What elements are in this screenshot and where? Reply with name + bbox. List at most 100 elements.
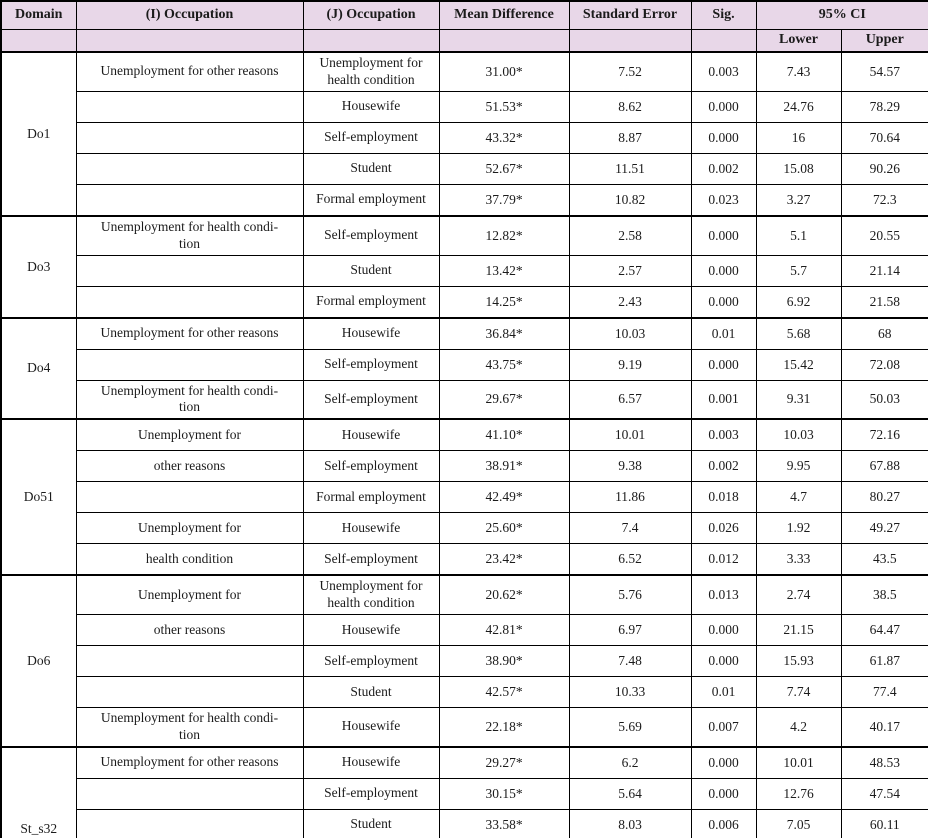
cell-sig: 0.007 <box>690 706 757 748</box>
cell-j-occupation: Housewife <box>302 418 440 452</box>
cell-ci-upper: 72.08 <box>840 348 928 381</box>
cell-mean-difference: 22.18* <box>438 706 570 748</box>
cell-j-occupation: Self-employment <box>302 777 440 810</box>
table-row: Unemployment for Housewife 25.60* 7.4 0.026 1… <box>1 512 928 545</box>
cell-i-occupation: Unemployment for <box>75 574 304 616</box>
cell-sig: 0.000 <box>690 121 757 154</box>
cell-mean-difference: 13.42* <box>438 254 570 287</box>
cell-ci-upper: 54.57 <box>840 50 928 92</box>
table-row: Unemployment for health condi- tion Self-… <box>1 379 928 420</box>
cell-i-occupation <box>75 777 304 810</box>
header-95-ci: 95% CI <box>755 0 928 30</box>
header-standard-error: Standard Error <box>568 0 692 30</box>
header-domain: Domain <box>0 0 77 30</box>
cell-standard-error: 8.87 <box>568 121 692 154</box>
cell-j-occupation: Student <box>302 808 440 838</box>
cell-j-occupation: Student <box>302 676 440 708</box>
cell-i-occupation: Unemployment for other reasons <box>75 745 304 779</box>
cell-i-occupation <box>75 676 304 708</box>
cell-ci-upper: 67.88 <box>840 450 928 483</box>
cell-sig: 0.01 <box>690 316 757 350</box>
table-row: Self-employment 38.90* 7.48 0.000 15.93 61.87 <box>1 645 928 677</box>
cell-sig: 0.000 <box>690 214 757 256</box>
header-spacer <box>75 28 304 53</box>
cell-ci-upper: 68 <box>840 316 928 350</box>
cell-mean-difference: 33.58* <box>438 808 570 838</box>
cell-i-occupation: Unemployment for <box>75 512 304 545</box>
table-row: Housewife 51.53* 8.62 0.000 24.76 78.29 <box>1 90 928 123</box>
cell-mean-difference: 20.62* <box>438 574 570 616</box>
cell-ci-lower: 3.33 <box>755 543 842 576</box>
cell-ci-lower: 10.01 <box>755 745 842 779</box>
cell-ci-upper: 77.4 <box>840 676 928 708</box>
cell-mean-difference: 14.25* <box>438 285 570 318</box>
cell-ci-upper: 43.5 <box>840 543 928 576</box>
cell-standard-error: 7.48 <box>568 645 692 677</box>
cell-standard-error: 2.58 <box>568 214 692 256</box>
cell-i-occupation: health condition <box>75 543 304 576</box>
cell-ci-lower: 3.27 <box>755 183 842 217</box>
cell-ci-upper: 90.26 <box>840 152 928 185</box>
cell-standard-error: 2.57 <box>568 254 692 287</box>
cell-i-occupation <box>75 285 304 318</box>
table-row: Formal employment 37.79* 10.82 0.023 3.27 72.… <box>1 183 928 217</box>
cell-ci-upper: 72.16 <box>840 418 928 452</box>
cell-standard-error: 6.97 <box>568 614 692 646</box>
header-i-occupation: (I) Occupation <box>75 0 304 30</box>
cell-domain: St_s32 <box>0 745 77 838</box>
cell-i-occupation <box>75 348 304 381</box>
cell-standard-error: 5.69 <box>568 706 692 748</box>
cell-ci-lower: 15.08 <box>755 152 842 185</box>
cell-j-occupation: Self-employment <box>302 214 440 256</box>
table-row: Do6 Unemployment for Unemployment for heal… <box>0 574 928 748</box>
cell-mean-difference: 52.67* <box>438 152 570 185</box>
cell-j-occupation: Student <box>302 152 440 185</box>
cell-j-occupation: Student <box>302 254 440 287</box>
table-row: Self-employment 43.75* 9.19 0.000 15.42 72.08 <box>1 348 928 381</box>
cell-sig: 0.000 <box>690 254 757 287</box>
cell-ci-upper: 47.54 <box>840 777 928 810</box>
cell-ci-upper: 80.27 <box>840 481 928 514</box>
table-row: other reasons Housewife 42.81* 6.97 0.000 21.… <box>1 614 928 646</box>
cell-domain: Do3 <box>0 214 77 318</box>
cell-domain: Do6 <box>0 574 77 748</box>
cell-ci-lower: 24.76 <box>755 90 842 123</box>
table-header: Domain (I) Occupation (J) Occupation Mean D… <box>0 0 928 53</box>
cell-sig: 0.001 <box>690 379 757 420</box>
cell-j-occupation: Self-employment <box>302 379 440 420</box>
cell-ci-lower: 2.74 <box>755 574 842 616</box>
cell-standard-error: 5.76 <box>568 574 692 616</box>
cell-ci-lower: 5.68 <box>755 316 842 350</box>
cell-standard-error: 6.2 <box>568 745 692 779</box>
cell-ci-lower: 5.1 <box>755 214 842 256</box>
cell-ci-lower: 4.7 <box>755 481 842 514</box>
cell-i-occupation: other reasons <box>75 450 304 483</box>
cell-ci-upper: 70.64 <box>840 121 928 154</box>
cell-standard-error: 11.86 <box>568 481 692 514</box>
cell-mean-difference: 42.57* <box>438 676 570 708</box>
cell-i-occupation <box>75 152 304 185</box>
cell-standard-error: 10.01 <box>568 418 692 452</box>
cell-j-occupation: Housewife <box>302 745 440 779</box>
cell-ci-upper: 40.17 <box>840 706 928 748</box>
cell-domain: Do4 <box>0 316 77 420</box>
cell-standard-error: 10.33 <box>568 676 692 708</box>
header-spacer <box>568 28 692 53</box>
cell-mean-difference: 29.27* <box>438 745 570 779</box>
cell-sig: 0.013 <box>690 574 757 616</box>
cell-sig: 0.003 <box>690 418 757 452</box>
table-row: Unemployment for health condi- tion House… <box>1 706 928 748</box>
cell-ci-lower: 7.05 <box>755 808 842 838</box>
cell-standard-error: 9.19 <box>568 348 692 381</box>
cell-standard-error: 6.52 <box>568 543 692 576</box>
cell-ci-upper: 48.53 <box>840 745 928 779</box>
cell-j-occupation: Self-employment <box>302 450 440 483</box>
cell-sig: 0.026 <box>690 512 757 545</box>
header-ci-lower: Lower <box>755 28 842 53</box>
cell-sig: 0.000 <box>690 745 757 779</box>
table-row: Formal employment 42.49* 11.86 0.018 4.7 80.2… <box>1 481 928 514</box>
cell-i-occupation <box>75 183 304 217</box>
table-row: Do51 Unemployment for Housewife 41.10* 10.01… <box>0 418 928 576</box>
cell-j-occupation: Housewife <box>302 316 440 350</box>
cell-mean-difference: 30.15* <box>438 777 570 810</box>
